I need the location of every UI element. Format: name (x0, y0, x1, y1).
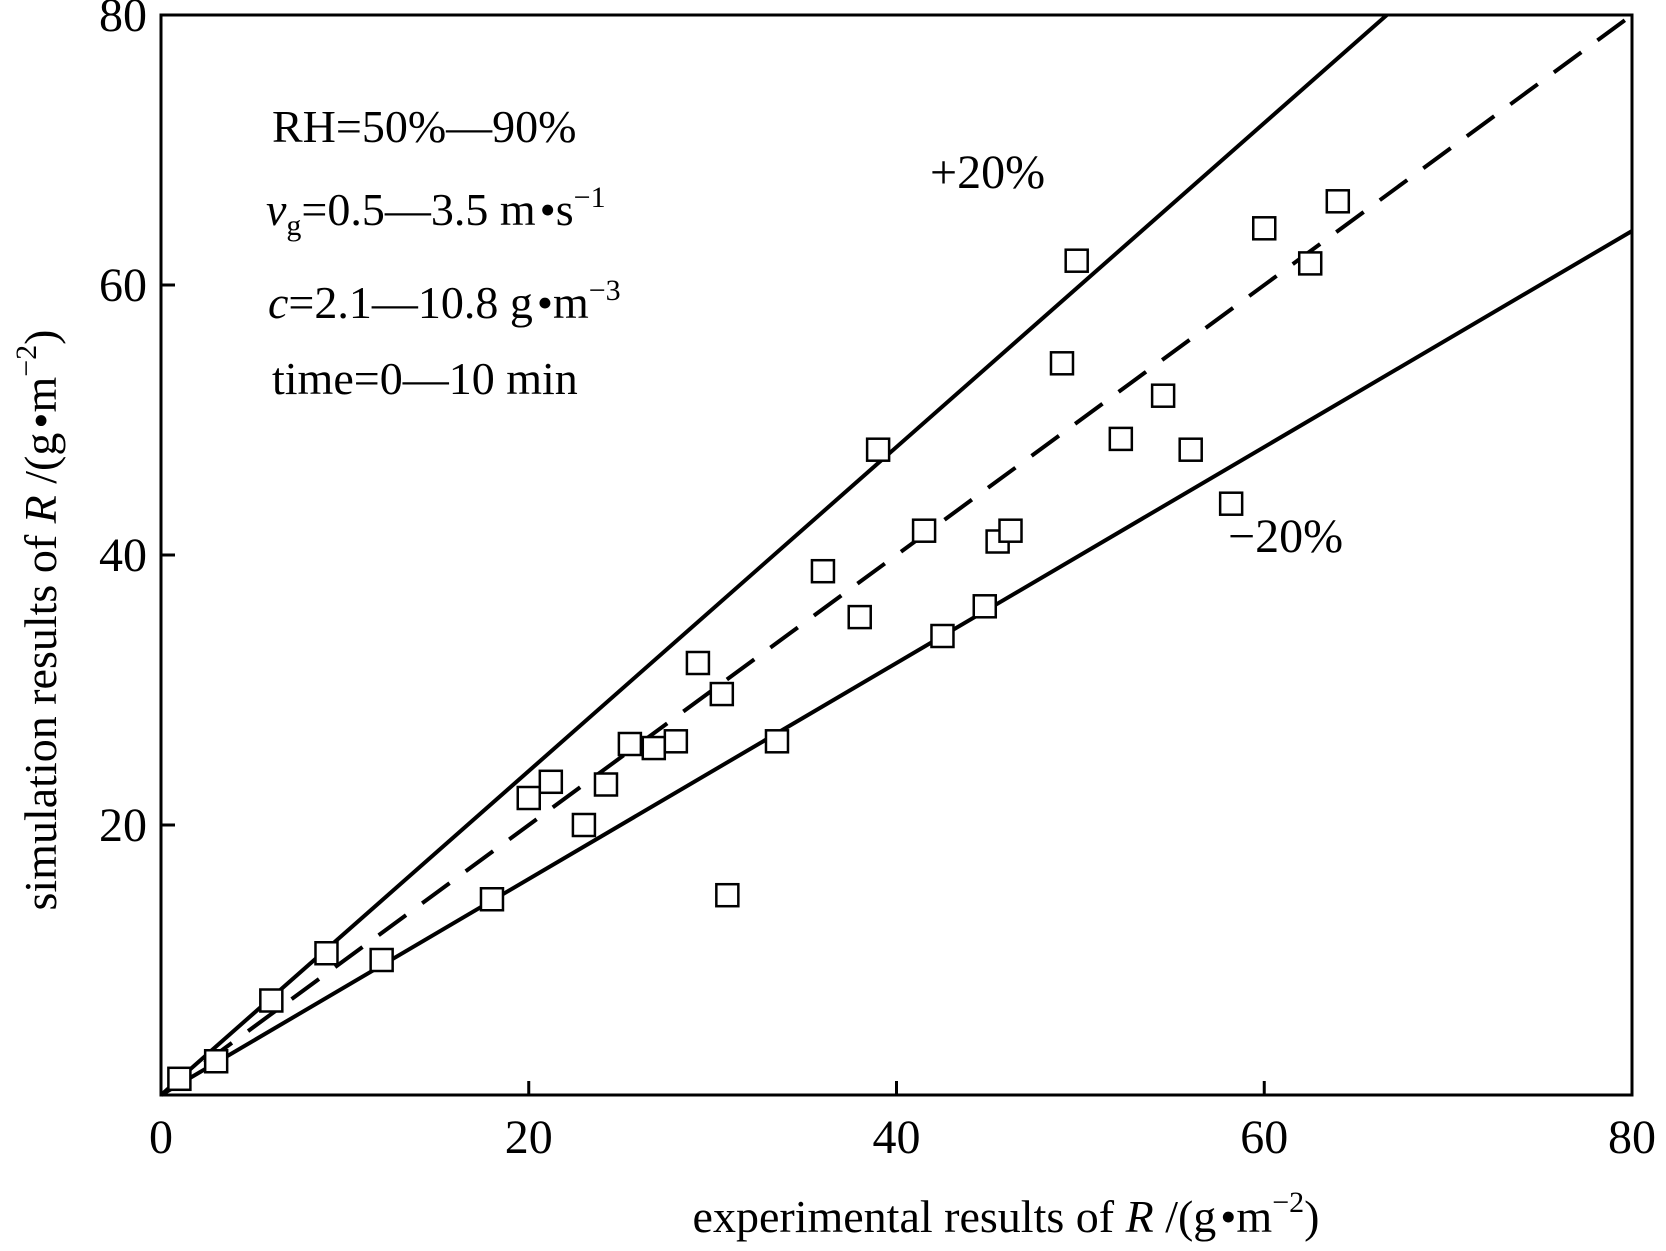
x-tick-label-20: 20 (505, 1111, 553, 1164)
reference-line-plus-20 (159, 13, 1389, 1097)
data-point-25 (1049, 351, 1075, 376)
data-point-13 (685, 650, 711, 676)
data-point-20 (911, 518, 937, 543)
data-point-16 (764, 729, 790, 754)
annotation-rh: RH=50%—90% (272, 101, 576, 152)
data-point-7 (538, 769, 564, 795)
data-point-28 (1150, 383, 1176, 408)
data-point-18 (847, 604, 872, 630)
data-point-6 (516, 785, 541, 811)
x-tick-label-60: 60 (1240, 1111, 1288, 1164)
data-point-5 (479, 887, 505, 912)
data-point-0 (167, 1066, 192, 1092)
data-point-21 (930, 623, 955, 649)
data-point-9 (593, 772, 619, 797)
data-point-10 (617, 731, 643, 757)
data-point-14 (709, 681, 735, 707)
y-tick-label-60: 60 (99, 259, 147, 312)
data-point-26 (1064, 248, 1089, 273)
data-point-8 (571, 812, 597, 838)
reference-line-identity (159, 13, 1634, 1097)
x-axis-label: experimental results of R /(g•m−2) (693, 1186, 1320, 1242)
label-minus-20: −20% (1228, 510, 1343, 563)
x-tick-label-0: 0 (149, 1111, 173, 1164)
y-tick-label-80: 80 (99, 0, 147, 42)
data-point-12 (663, 729, 689, 754)
reference-line-minus-20 (159, 229, 1634, 1097)
data-point-30 (1218, 491, 1244, 516)
data-point-3 (314, 941, 339, 966)
data-point-1 (203, 1049, 229, 1074)
x-tick-label-40: 40 (873, 1111, 921, 1164)
annotation-c: c=2.1—10.8 g•m−3 (268, 274, 621, 328)
data-point-17 (810, 558, 836, 584)
data-point-11 (641, 735, 667, 761)
data-point-15 (715, 882, 740, 908)
data-point-19 (865, 437, 891, 462)
annotation-vg: vg=0.5—3.5 m•s−1 (266, 181, 606, 242)
data-point-31 (1252, 216, 1277, 241)
data-point-29 (1178, 437, 1203, 462)
annotation-time: time=0—10 min (272, 353, 578, 404)
data-point-24 (998, 518, 1023, 543)
axis-ticks: 0 20 40 60 80 20 40 60 80 (99, 0, 1656, 1164)
y-tick-label-20: 20 (99, 799, 147, 852)
data-point-27 (1108, 426, 1134, 452)
data-point-33 (1325, 189, 1351, 214)
label-plus-20: +20% (930, 146, 1045, 199)
data-point-4 (369, 947, 394, 973)
y-axis-label: simulation results of R /(g•m−2) (10, 330, 66, 911)
y-tick-label-40: 40 (99, 529, 147, 582)
reference-lines (159, 13, 1634, 1097)
data-point-22 (972, 594, 998, 619)
data-point-2 (259, 988, 284, 1013)
x-tick-label-80: 80 (1608, 1111, 1656, 1164)
data-point-32 (1297, 251, 1323, 276)
data-markers (167, 189, 1351, 1092)
